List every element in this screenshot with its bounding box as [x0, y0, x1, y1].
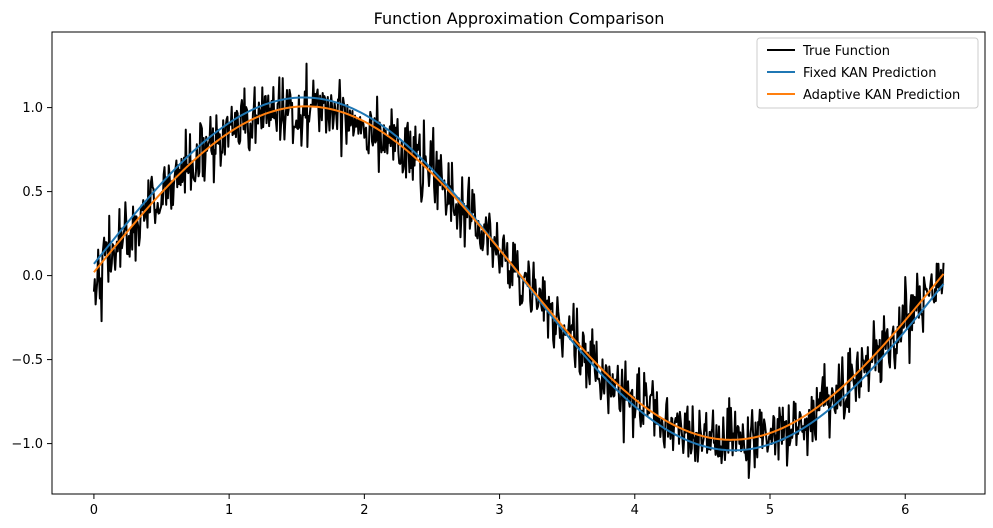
y-tick-label: 1.0 [22, 101, 43, 116]
chart-title: Function Approximation Comparison [374, 9, 665, 28]
legend-box [756, 37, 979, 109]
x-tick-label: 2 [360, 503, 368, 518]
y-tick-label: 0.0 [22, 269, 43, 284]
x-tick-label: 5 [766, 503, 774, 518]
x-tick-label: 4 [631, 503, 639, 518]
legend-label: Fixed KAN Prediction [803, 66, 936, 81]
plot-area [92, 62, 945, 479]
x-tick-label: 6 [901, 503, 909, 518]
legend-label: True Function [802, 44, 890, 59]
x-tick-label: 3 [495, 503, 503, 518]
adaptive-kan-prediction-line [93, 105, 945, 441]
x-tick-label: 1 [225, 503, 233, 518]
y-tick-label: −1.0 [11, 437, 43, 452]
y-axis: −1.0 −0.5 0.0 0.5 1.0 [11, 101, 52, 452]
y-tick-label: 0.5 [22, 185, 43, 200]
x-tick-label: 0 [90, 503, 98, 518]
y-tick-label: −0.5 [11, 353, 43, 368]
axes-frame [51, 31, 986, 495]
legend: True Function Fixed KAN Prediction Adaptiv… [756, 37, 979, 109]
legend-label: Adaptive KAN Prediction [803, 88, 960, 103]
true-function-line [92, 62, 945, 479]
x-axis: 0 1 2 3 4 5 6 [90, 494, 909, 518]
